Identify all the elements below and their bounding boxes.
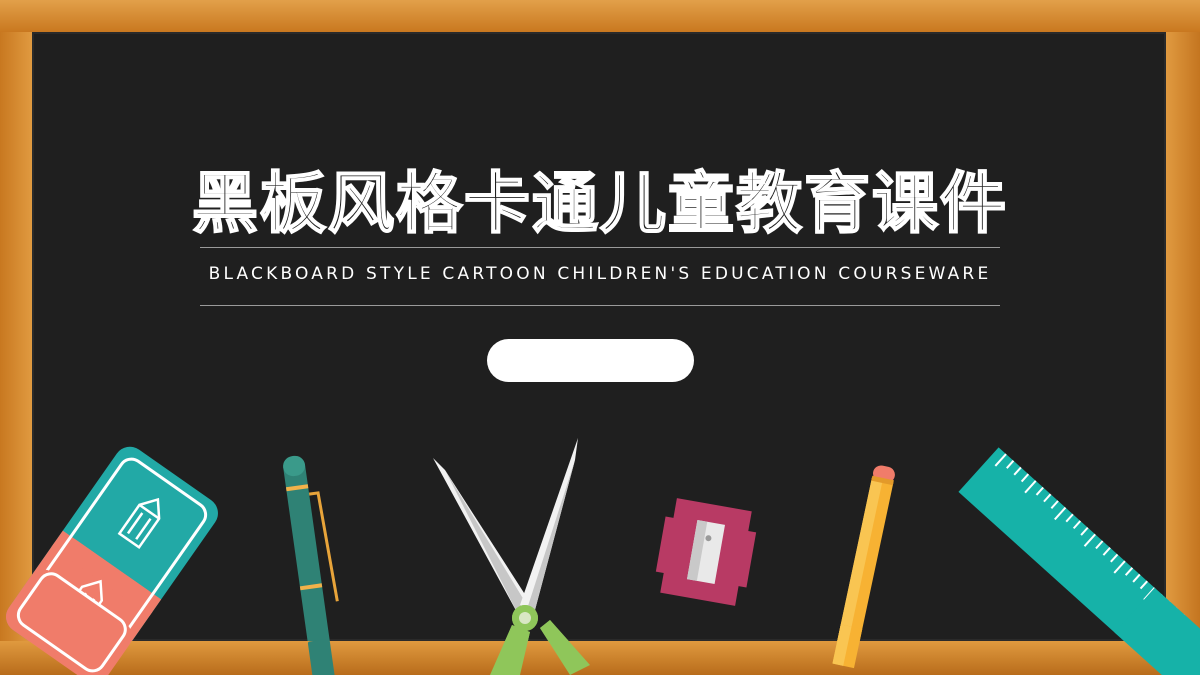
- pencil-icon: [832, 465, 895, 669]
- frame-left-edge: [0, 0, 32, 675]
- title-divider-bottom: [200, 305, 1000, 306]
- blackboard-surface: [32, 32, 1166, 641]
- ruler-end-icon: [1114, 587, 1200, 675]
- eraser-end-icon: [6, 569, 132, 675]
- frame-top-edge: [0, 0, 1200, 32]
- slide-title: 黑板风格卡通儿童教育课件: [191, 164, 1008, 243]
- scissor-handles-icon: [490, 605, 590, 675]
- pen-tip-icon: [307, 638, 336, 675]
- frame-right-edge: [1166, 0, 1200, 675]
- start-button[interactable]: [487, 339, 694, 382]
- pen-icon: [283, 455, 339, 675]
- sharpener-icon: [655, 498, 757, 606]
- title-divider-top: [200, 247, 1000, 248]
- frame-bottom-edge: [0, 641, 1200, 675]
- pencil-end-icon: [832, 624, 863, 669]
- slide-subtitle: BLACKBOARD STYLE CARTOON CHILDREN'S EDUC…: [208, 264, 992, 284]
